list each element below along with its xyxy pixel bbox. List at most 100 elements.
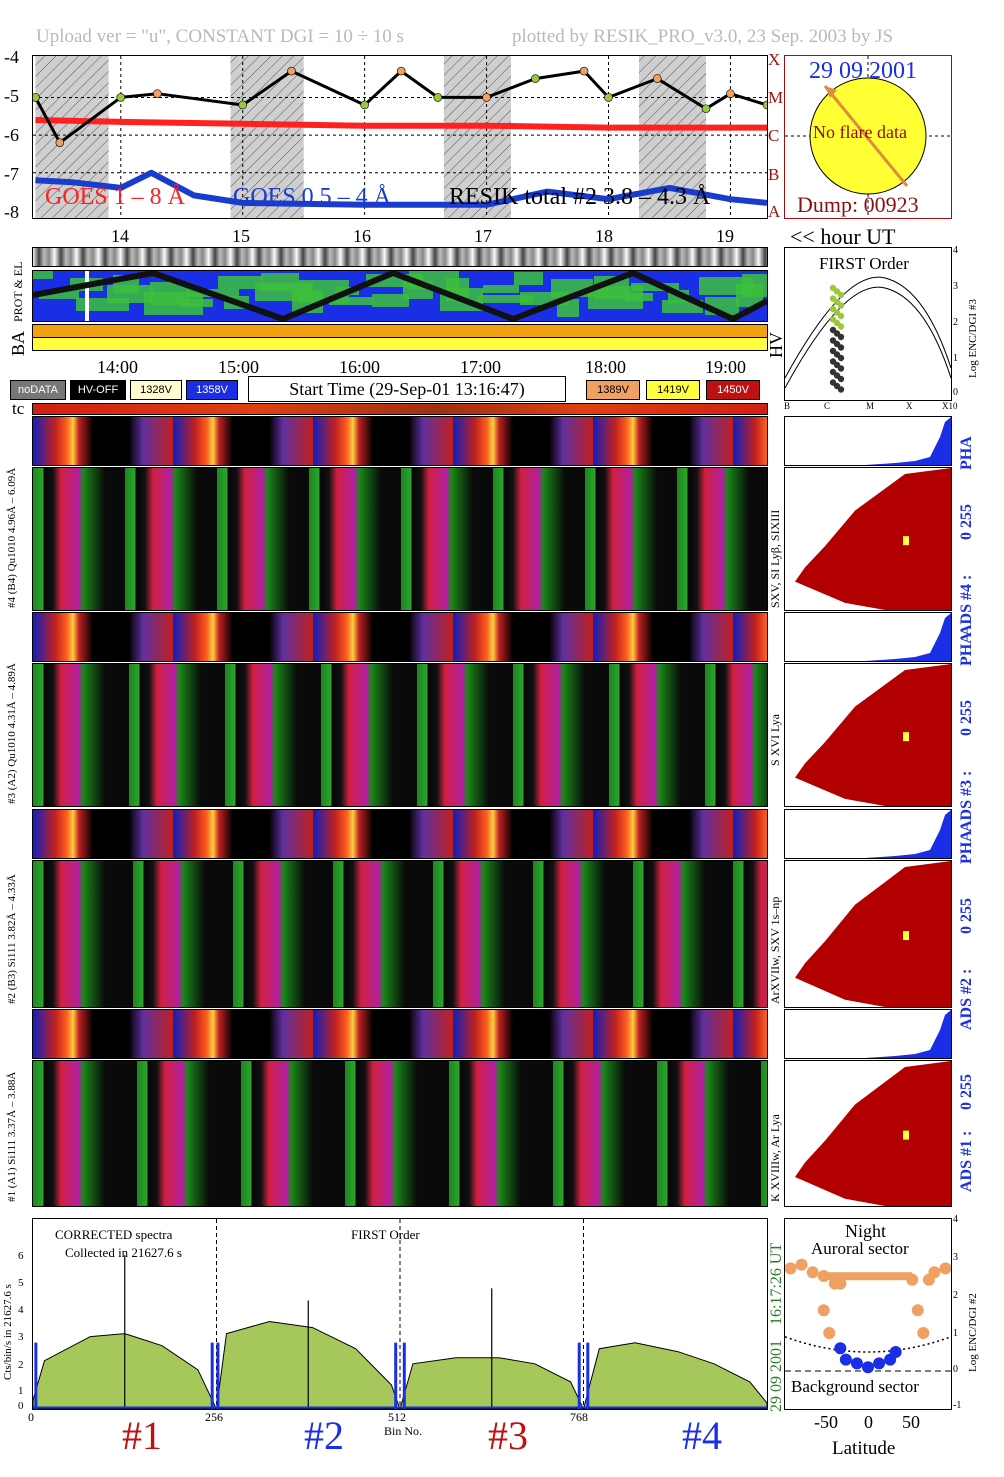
resik-point [287,66,296,76]
lat-ylabel: Log ENC/DGI #2 [967,1293,979,1372]
channel-label: #2 (B3) Si111 3.82Å – 4.33Å [6,874,18,1004]
fo-point [837,323,845,330]
lat-point [795,1258,808,1271]
lat-point [834,1342,847,1355]
goes-series-line [35,169,767,208]
pha-histogram [784,416,952,466]
legend-1419v: 1419V [646,380,700,400]
resik-point [652,74,662,83]
spectrum-xtick: 768 [570,1410,588,1424]
prot-el-patch [329,297,373,305]
legend-1328v: 1328V [130,380,182,400]
pha-histogram [784,612,952,662]
prot-el-patch [625,293,653,301]
lat-point [817,1304,830,1317]
spectrum-xtick: 256 [205,1410,223,1424]
ads-map [32,663,768,807]
spectrum-xtick: 0 [28,1410,34,1424]
prot-el-label: PROT & EL [11,261,25,322]
data-gap [85,271,89,321]
spectrum-plot: CORRECTED spectra Collected in 21627.6 s… [32,1218,768,1410]
channel-scale: 0 255 [958,700,975,736]
header-left: Upload ver = "u", CONSTANT DGI = 10 ÷ 10… [36,26,404,47]
night-interval [443,56,511,218]
lat-auroral-band [823,1272,913,1281]
resik-point [701,104,711,114]
legend-nodata: noDATA [10,380,66,400]
channel-label: #4 (B4) Qu1010 4.96Å – 6.09Å [6,467,18,608]
bin-label-4: #4 [682,1413,722,1458]
channel-lines: K XVIIIw, Ar Lya [768,1114,782,1202]
spectrum-subtitle: Collected in 21627.6 s [65,1245,182,1260]
fo-ytick: 0 [953,387,958,398]
pha-strip [32,612,768,662]
lat-xtick: 50 [902,1412,920,1432]
channel-scale: 0 255 [958,1074,975,1110]
gray-strip [32,247,768,267]
ads-histogram [784,1060,952,1207]
goes-legend-long: GOES 1 – 8 Å [45,184,186,210]
resik-point [726,89,735,98]
ads-histogram-area [795,861,951,1007]
resik-point [579,66,589,76]
lat-point [939,1262,951,1275]
class-letter: C [768,126,780,145]
resik-point [433,93,443,102]
resik-point [762,100,767,110]
fo-xtick: X [906,401,913,411]
lat-point [834,1277,847,1290]
legend-1450v: 1450V [706,380,760,400]
lat-xtick: 0 [864,1412,873,1432]
hour-tick: 17 [474,226,492,246]
prot-el-patch [372,294,409,307]
goes-ytick: -6 [4,125,19,145]
lat-auroral: Auroral sector [811,1239,909,1258]
fo-point [837,333,845,341]
spectrum-ytick: 0 [18,1400,24,1412]
lat-ytick: 0 [953,1364,958,1375]
pha-histogram-area [785,1010,951,1058]
goes-ytick: -4 [4,47,19,67]
lat-point [917,1327,930,1339]
prot-el-patch [477,295,533,303]
lat-point [839,1353,852,1366]
resik-point [116,93,126,102]
lat-ytick: 3 [953,1252,958,1263]
time-tick: 18:00 [585,357,627,377]
bin-label-1: #1 [122,1413,162,1458]
ads-histogram-chart [795,468,951,610]
ads-histogram-chart [795,1061,951,1206]
legend-1358v: 1358V [186,380,238,400]
time-tick: 16:00 [339,357,381,377]
channel-lines: S XVI Lya [768,714,782,766]
pha-histogram-area [785,810,951,858]
ads-marker [903,732,909,742]
sun-panel: 29 09 2001 No flare data Dump: 00923 [784,55,952,219]
ads-histogram-chart [795,664,951,806]
channel-label: #3 (A2) Qu1010 4.31Å – 4.89Å [6,663,18,804]
ads-map [32,467,768,611]
resik-point [482,93,491,102]
lat-point [862,1361,874,1374]
hour-tick: 14 [111,226,129,246]
prot-el-patch [483,285,519,293]
pha-histogram [784,809,952,859]
spectrum-ytick: 4 [18,1304,24,1316]
hour-tick: 19 [716,226,734,246]
fo-xtick: C [824,401,831,411]
spectrum-title: CORRECTED spectra [55,1227,173,1242]
goes-chart [33,56,767,218]
lat-night: Night [845,1221,887,1241]
resik-point [531,74,540,83]
goes-ytick: -5 [4,86,19,106]
lat-point [911,1304,924,1317]
pha-histogram-chart [785,417,951,465]
channel-ads-label: ADS #2 : [958,968,975,1030]
spectrum-ytick: 6 [18,1250,24,1262]
sun-dump: Dump: 00923 [797,192,919,217]
ads-histogram [784,860,952,1008]
hour-tick: 15 [232,226,250,246]
first-order-plot: FIRST Order [784,247,952,401]
pha-histogram [784,1009,952,1059]
time-tick: 19:00 [705,357,747,377]
